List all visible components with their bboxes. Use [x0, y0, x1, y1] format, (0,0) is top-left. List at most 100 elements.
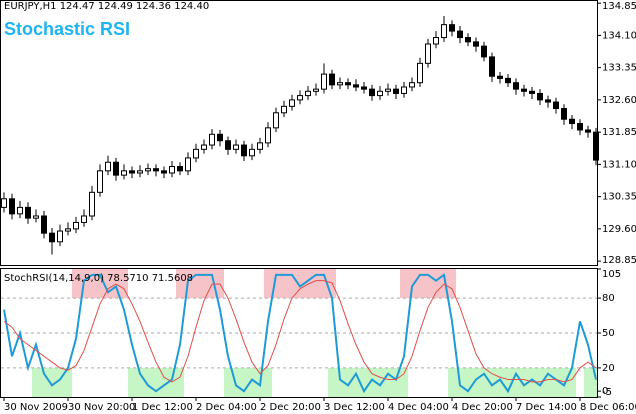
candle-body [545, 99, 551, 103]
candle-body [593, 131, 599, 161]
candle-body [81, 215, 87, 223]
candle-body [217, 133, 223, 142]
candle-body [25, 206, 31, 219]
y-tick-label: 128.85 [602, 255, 636, 266]
indicator-label: StochRSI(14,14,9,0) 78.5710 71.5608 [4, 273, 193, 284]
zones [32, 269, 598, 397]
candle-body [449, 24, 455, 32]
y-tick-label: 134.10 [602, 30, 636, 41]
candle-body [289, 99, 295, 107]
candle-body [561, 107, 567, 120]
y-tick-label: 133.35 [602, 63, 636, 74]
candle-body [193, 148, 199, 159]
candle-body [33, 215, 39, 219]
candle-body [361, 86, 367, 90]
candle-body [489, 56, 495, 77]
candle-body [169, 166, 175, 174]
candle-body [73, 221, 79, 230]
chart-title: Stochastic RSI [4, 19, 130, 39]
candle-body [305, 90, 311, 97]
candle-body [257, 142, 263, 150]
candle-body [137, 170, 143, 174]
candle-body [393, 88, 399, 94]
candle-body [129, 170, 135, 174]
x-tick-label: 30 Nov 20:00 [68, 402, 135, 413]
candle-body [105, 161, 111, 172]
candle-body [273, 112, 279, 129]
y-tick-label: 80 [602, 293, 615, 304]
candle-body [313, 88, 319, 92]
candle-body [385, 88, 391, 92]
candle-body [481, 45, 487, 58]
candle-body [297, 95, 303, 101]
candle-body [41, 215, 47, 234]
candle-body [577, 123, 583, 131]
candle-body [153, 168, 159, 172]
x-tick-label: 4 Dec 04:00 [388, 402, 449, 413]
candle-body [249, 148, 255, 157]
y-tick-label: -5 [602, 387, 612, 398]
candle-body [473, 41, 479, 47]
y-tick-label: 131.10 [602, 159, 636, 170]
candle-body [89, 191, 95, 217]
signal-zone [224, 367, 272, 397]
x-tick-label: 2 Dec 04:00 [196, 402, 257, 413]
candle-body [521, 88, 527, 92]
price-pane-frame [0, 0, 598, 266]
candle-body [113, 161, 119, 176]
candle-body [321, 73, 327, 90]
candle-body [497, 75, 503, 79]
candle-body [337, 82, 343, 86]
candle-body [433, 37, 439, 45]
candle-body [233, 144, 239, 150]
candle-body [225, 140, 231, 150]
x-tick-label: 8 Dec 06:00 [580, 402, 636, 413]
x-tick-label: 4 Dec 20:00 [452, 402, 513, 413]
candle-body [401, 86, 407, 94]
candle-body [353, 84, 359, 88]
candle-body [185, 157, 191, 172]
candle-body [377, 90, 383, 97]
y-tick-label: 50 [602, 328, 615, 339]
candle-body [281, 105, 287, 114]
y-tick-label: 105 [602, 269, 621, 280]
y-tick-label: 130.35 [602, 192, 636, 203]
y-tick-label: 132.60 [602, 95, 636, 106]
y-tick-label: 134.85 [602, 1, 636, 12]
candle-body [9, 198, 15, 215]
signal-zone [128, 367, 184, 397]
candle-body [529, 90, 535, 94]
candle-body [409, 82, 415, 88]
x-tick-label: 3 Dec 12:00 [324, 402, 385, 413]
candle-body [553, 101, 559, 109]
candle-body [49, 232, 55, 243]
indicator-pane-frame [0, 268, 598, 398]
signal-zone [328, 367, 408, 397]
candle-body [57, 230, 63, 243]
candle-body [241, 144, 247, 157]
candle-body [569, 118, 575, 125]
candle-body [145, 168, 151, 172]
y-tick-label: 131.85 [602, 127, 636, 138]
candle-body [265, 127, 271, 144]
candle-body [209, 133, 215, 146]
y-tick-label: 129.60 [602, 224, 636, 235]
candle-body [121, 170, 127, 176]
candle-body [457, 30, 463, 39]
candle-body [177, 166, 183, 172]
candle-body [329, 73, 335, 86]
candle-body [537, 92, 543, 101]
candle-body [425, 43, 431, 64]
candle-body [465, 37, 471, 43]
y-tick-label: 20 [602, 363, 615, 374]
x-tick-label: 1 Dec 12:00 [132, 402, 193, 413]
candle-body [1, 198, 7, 208]
candle-body [585, 129, 591, 133]
x-tick-label: 30 Nov 2009 [4, 402, 68, 413]
y-tick-label: 0 [602, 386, 608, 397]
candle-body [65, 228, 71, 232]
